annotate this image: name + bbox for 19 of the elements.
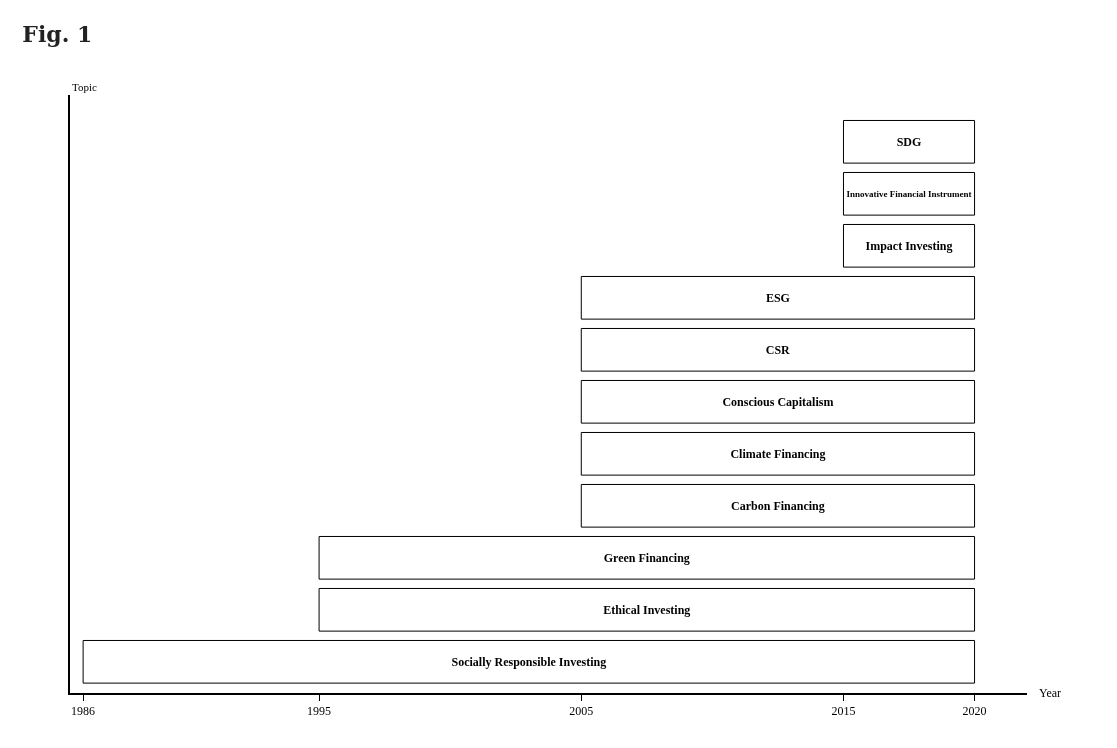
- y-tick-label: Innovative Financial Instrument: [846, 188, 972, 199]
- y-tick-label: ESG: [765, 290, 790, 305]
- y-tick-label: Carbon Financing: [731, 498, 825, 513]
- y-tick-label: Conscious Capitalism: [722, 394, 834, 409]
- x-axis-title: Year: [1039, 686, 1062, 700]
- y-tick-label: Climate Financing: [730, 446, 826, 461]
- y-tick-label: Ethical Investing: [603, 602, 691, 617]
- x-tick-label: 2020: [962, 704, 987, 719]
- y-tick-label: Socially Responsible Investing: [451, 654, 607, 669]
- y-tick-label: CSR: [765, 342, 791, 357]
- y-axis-title: Topic: [72, 81, 98, 93]
- x-tick-label: 1986: [71, 704, 96, 719]
- y-tick-label: Green Financing: [603, 550, 690, 565]
- y-tick-label: Impact Investing: [865, 238, 953, 253]
- x-tick-label: 2005: [569, 704, 594, 719]
- y-tick-label: SDG: [896, 134, 922, 149]
- chart-title: Fig. 1: [22, 20, 93, 47]
- x-tick-label: 2015: [831, 704, 856, 719]
- x-tick-label: 1995: [307, 704, 332, 719]
